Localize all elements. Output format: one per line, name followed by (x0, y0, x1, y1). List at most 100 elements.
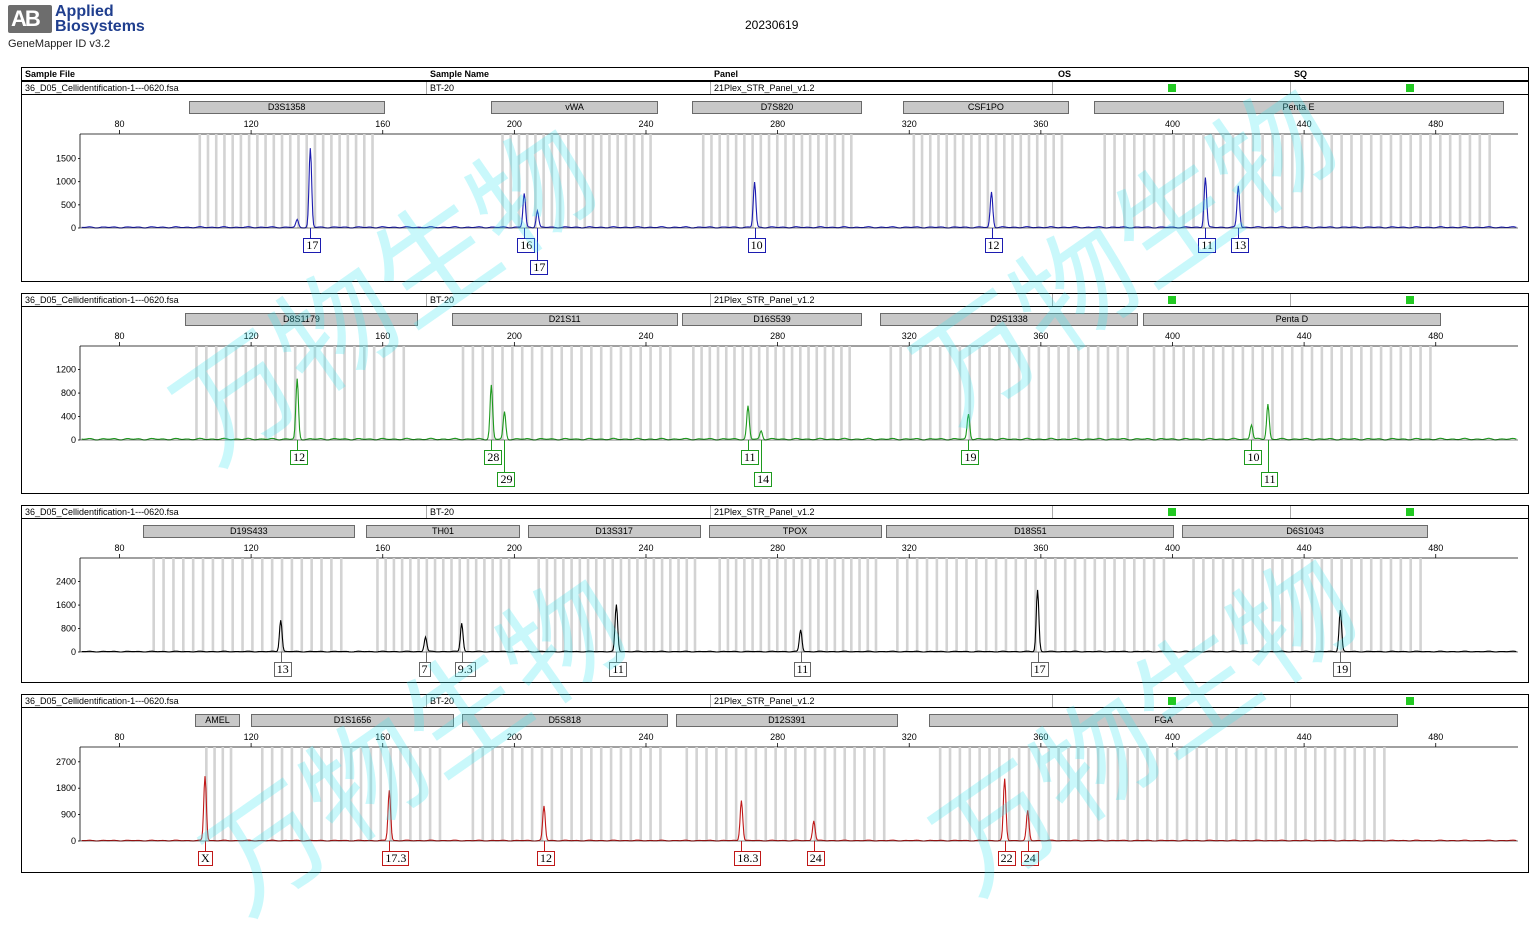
allele-call-label[interactable]: 24 (806, 851, 825, 866)
locus-bin-d18s51[interactable]: D18S51 (886, 525, 1175, 538)
allele-bin-marker (540, 346, 544, 440)
locus-bin-d5s818[interactable]: D5S818 (461, 714, 668, 727)
size-axis-label: 160 (375, 331, 390, 341)
allele-call-label[interactable]: 7 (418, 662, 431, 677)
locus-bin-d3s1358[interactable]: D3S1358 (188, 101, 385, 114)
allele-call-label[interactable]: 11 (1198, 238, 1216, 253)
allele-bin-marker (491, 558, 494, 652)
column-divider (1290, 695, 1291, 707)
allele-bin-marker (968, 747, 972, 841)
allele-call-label[interactable]: 11 (1260, 472, 1279, 487)
locus-bin-d8s1179[interactable]: D8S1179 (185, 313, 418, 326)
allele-bin-marker (978, 747, 981, 841)
allele-bin-marker (1340, 134, 1343, 228)
electropherogram-plot[interactable]: 80 120 160 200 240 280 320 360 400 440 480 0 900 1800… (22, 731, 1528, 872)
allele-call-label[interactable]: 19 (961, 450, 980, 465)
allele-call-label[interactable]: 17 (1030, 662, 1049, 677)
allele-bin-marker (1027, 134, 1031, 228)
electropherogram-plot[interactable]: 80 120 160 200 240 280 320 360 400 440 480 0 500 1000… (22, 118, 1528, 281)
allele-call-label[interactable]: 18.3 (734, 851, 762, 866)
locus-bin-d1s1656[interactable]: D1S1656 (251, 714, 454, 727)
allele-bin-marker (724, 747, 728, 841)
locus-bin-th01[interactable]: TH01 (366, 525, 520, 538)
locus-bin-vwa[interactable]: vWA (491, 101, 658, 114)
allele-bin-marker (280, 747, 284, 841)
allele-bin-marker (214, 134, 218, 228)
allele-bin-marker (1004, 558, 1008, 652)
allele-bin-marker (1369, 134, 1373, 228)
allele-call-label[interactable]: 17.3 (382, 851, 410, 866)
allele-call-label[interactable]: 14 (754, 472, 773, 487)
locus-bin-d6s1043[interactable]: D6S1043 (1182, 525, 1428, 538)
locus-bin-d12s391[interactable]: D12S391 (675, 714, 899, 727)
allele-bin-marker (241, 558, 244, 652)
allele-bin-marker (649, 747, 652, 841)
intensity-axis-label: 400 (61, 412, 76, 422)
allele-bin-marker (346, 134, 350, 228)
locus-bin-d7s820[interactable]: D7S820 (692, 101, 862, 114)
allele-call-label[interactable]: 12 (536, 851, 555, 866)
locus-bin-d16s539[interactable]: D16S539 (682, 313, 862, 326)
allele-call-label[interactable]: 16 (517, 238, 536, 253)
allele-bin-marker (1330, 346, 1334, 440)
column-divider (426, 82, 427, 94)
allele-call-label[interactable]: 28 (484, 450, 503, 465)
allele-call-label[interactable]: 11 (740, 450, 759, 465)
locus-bin-csf1po[interactable]: CSF1PO (902, 101, 1070, 114)
allele-call-connector (205, 841, 207, 851)
allele-bin-marker (384, 558, 387, 652)
locus-bin-fga[interactable]: FGA (928, 714, 1399, 727)
locus-bin-penta-d[interactable]: Penta D (1142, 313, 1441, 326)
allele-bin-marker (1330, 558, 1334, 652)
column-divider (1290, 506, 1291, 518)
allele-call-label[interactable]: 12 (984, 238, 1003, 253)
allele-call-label[interactable]: 19 (1333, 662, 1352, 677)
locus-bin-d19s433[interactable]: D19S433 (142, 525, 356, 538)
allele-call-label[interactable]: 17 (530, 260, 549, 275)
sample-info-row[interactable]: 36_D05_Cellidentification-1---0620.fsa BT… (22, 695, 1528, 708)
sample-info-row[interactable]: 36_D05_Cellidentification-1---0620.fsa BT… (22, 506, 1528, 519)
allele-bin-marker (251, 558, 254, 652)
allele-call-label[interactable]: 10 (1244, 450, 1263, 465)
allele-call-label[interactable]: 13 (273, 662, 292, 677)
allele-bin-marker (1162, 134, 1166, 228)
allele-bin-marker (808, 134, 812, 228)
allele-bin-marker (231, 134, 234, 228)
allele-bin-marker (599, 747, 603, 841)
allele-call-label[interactable]: 10 (747, 238, 766, 253)
allele-bin-marker (958, 747, 962, 841)
locus-bin-penta-e[interactable]: Penta E (1093, 101, 1504, 114)
allele-bin-marker (948, 346, 952, 440)
electropherogram-plot[interactable]: 80 120 160 200 240 280 320 360 400 440 480 0 400 800 1… (22, 330, 1528, 493)
locus-bin-amel[interactable]: AMEL (195, 714, 240, 727)
locus-bin-tpox[interactable]: TPOX (708, 525, 882, 538)
allele-bin-marker (882, 747, 886, 841)
allele-call-label[interactable]: 12 (290, 450, 309, 465)
allele-call-label[interactable]: 11 (793, 662, 812, 677)
allele-call-label[interactable]: 17 (303, 238, 322, 253)
intensity-axis-label: 1500 (56, 154, 76, 164)
allele-bin-marker (590, 747, 593, 841)
sample-info-row[interactable]: 36_D05_Cellidentification-1---0620.fsa BT… (22, 82, 1528, 95)
allele-bin-marker (767, 134, 771, 228)
allele-call-label[interactable]: 11 (609, 662, 627, 677)
allele-call-label[interactable]: 9.3 (454, 662, 476, 677)
locus-bin-d2s1338[interactable]: D2S1338 (879, 313, 1139, 326)
allele-bin-marker (1027, 747, 1031, 841)
allele-call-label[interactable]: 29 (497, 472, 516, 487)
allele-call-label[interactable]: 22 (997, 851, 1016, 866)
allele-bin-marker (1290, 558, 1294, 652)
allele-bin-marker (229, 747, 233, 841)
allele-bin-marker (1192, 558, 1195, 652)
locus-bin-d21s11[interactable]: D21S11 (451, 313, 678, 326)
os-quality-indicator (1168, 697, 1176, 705)
electropherogram-plot[interactable]: 80 120 160 200 240 280 320 360 400 440 480 0 800 1600… (22, 542, 1528, 682)
allele-call-label[interactable]: 24 (1020, 851, 1039, 866)
allele-bin-marker (659, 747, 662, 841)
allele-bin-marker (1261, 558, 1264, 652)
allele-call-label[interactable]: X (198, 851, 213, 866)
sample-name: BT-20 (430, 696, 455, 706)
locus-bin-d13s317[interactable]: D13S317 (527, 525, 701, 538)
allele-call-label[interactable]: 13 (1231, 238, 1250, 253)
sample-info-row[interactable]: 36_D05_Cellidentification-1---0620.fsa BT… (22, 294, 1528, 307)
